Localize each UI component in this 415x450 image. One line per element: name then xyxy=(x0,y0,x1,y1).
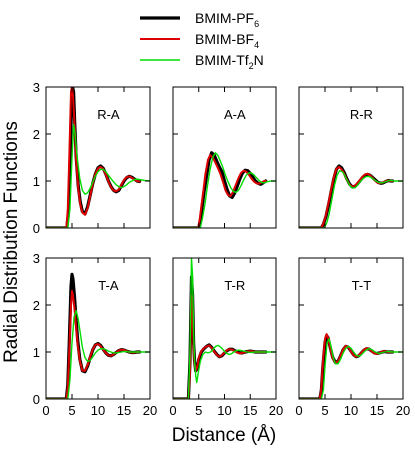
series-line-a-a-bmim-bf4 xyxy=(173,154,267,228)
series-line-r-a-bmim-pf6 xyxy=(46,87,142,228)
series-line-r-a-bmim-tf2n xyxy=(46,123,150,228)
panel-t-t-curves xyxy=(299,333,403,399)
x-tick-label-t-a-2: 10 xyxy=(91,403,105,418)
series-line-a-a-bmim-pf6 xyxy=(173,151,268,228)
legend-name-bmim-tf2n: BMIM-Tf xyxy=(195,52,249,68)
legend-item-bmim-tf2n: BMIM-Tf2N xyxy=(140,52,264,71)
series-line-t-a-bmim-pf6 xyxy=(46,272,142,399)
legend-tail-bmim-tf2n: N xyxy=(254,52,264,68)
series-line-t-a-bmim-tf2n xyxy=(46,309,150,399)
series-line-a-a-bmim-tf2n xyxy=(173,152,276,228)
panel-r-a: R-A 0 1 2 3 xyxy=(33,80,151,236)
panel-a-a: A-A xyxy=(172,86,277,229)
x-tick-label-t-a-1: 5 xyxy=(68,403,75,418)
legend-name-bmim-pf6: BMIM-PF xyxy=(195,10,254,26)
y-tick-label-t-a-1: 1 xyxy=(33,345,40,360)
panel-t-t: T-T 0 5 10 15 20 xyxy=(295,257,410,418)
legend-sub-bmim-tf2n: 2 xyxy=(249,61,254,71)
y-tick-label-r-a-1: 1 xyxy=(33,174,40,189)
y-tick-label-r-a-0: 0 xyxy=(33,221,40,236)
panel-label-a-a: A-A xyxy=(224,107,246,122)
legend-sub-bmim-pf6: 6 xyxy=(254,19,259,29)
x-tick-label-t-t-1: 5 xyxy=(321,403,328,418)
x-tick-label-t-r-2: 10 xyxy=(217,403,231,418)
panel-label-t-a: T-A xyxy=(98,278,119,293)
panel-r-r: R-R xyxy=(298,86,404,229)
legend-label-bmim-bf4: BMIM-BF4 xyxy=(195,31,259,50)
y-tick-label-t-a-0: 0 xyxy=(33,392,40,407)
panel-r-r-curves xyxy=(299,164,403,228)
y-axis-title: Radial Distribution Functions xyxy=(1,121,22,363)
series-line-t-t-bmim-tf2n xyxy=(299,338,403,399)
x-tick-label-t-r-3: 15 xyxy=(243,403,257,418)
x-tick-label-t-t-4: 20 xyxy=(396,403,410,418)
x-tick-label-t-t-2: 10 xyxy=(344,403,358,418)
series-line-t-a-bmim-bf4 xyxy=(46,289,141,399)
panel-t-a-curves xyxy=(46,272,150,399)
series-line-t-r-bmim-tf2n xyxy=(173,258,276,399)
panel-t-r-curves xyxy=(173,258,276,399)
panel-label-t-t: T-T xyxy=(352,278,372,293)
legend-name-bmim-bf4: BMIM-BF xyxy=(195,31,254,47)
x-tick-label-t-r-0: 0 xyxy=(169,403,176,418)
legend-label-bmim-tf2n: BMIM-Tf2N xyxy=(195,52,264,71)
legend-sub-bmim-bf4: 4 xyxy=(254,40,259,50)
series-line-r-a-bmim-bf4 xyxy=(46,87,141,228)
x-axis-title: Distance (Å) xyxy=(172,425,277,446)
panel-label-t-r: T-R xyxy=(224,278,245,293)
y-tick-label-r-a-2: 2 xyxy=(33,127,40,142)
x-tick-label-t-r-1: 5 xyxy=(195,403,202,418)
legend: BMIM-PF6 BMIM-BF4 BMIM-Tf2N xyxy=(140,10,264,71)
panel-t-r: T-R 0 5 10 15 20 xyxy=(169,257,283,418)
legend-item-bmim-bf4: BMIM-BF4 xyxy=(140,31,259,50)
series-line-t-t-bmim-bf4 xyxy=(299,333,394,399)
x-tick-label-t-a-3: 15 xyxy=(117,403,131,418)
x-tick-label-t-a-0: 0 xyxy=(42,403,49,418)
series-line-r-r-bmim-tf2n xyxy=(299,169,403,228)
panel-label-r-r: R-R xyxy=(350,107,373,122)
y-tick-label-t-a-3: 3 xyxy=(33,251,40,266)
panel-a-a-curves xyxy=(173,151,276,228)
y-tick-label-r-a-3: 3 xyxy=(33,80,40,95)
panel-t-a: T-A 0 5 10 15 20 0 1 2 3 xyxy=(33,251,157,418)
legend-item-bmim-pf6: BMIM-PF6 xyxy=(140,10,259,29)
x-tick-label-t-t-3: 15 xyxy=(370,403,384,418)
x-tick-label-t-a-4: 20 xyxy=(143,403,157,418)
legend-label-bmim-pf6: BMIM-PF6 xyxy=(195,10,259,29)
panel-label-r-a: R-A xyxy=(97,107,120,122)
series-line-t-r-bmim-pf6 xyxy=(173,275,268,399)
x-tick-label-t-t-0: 0 xyxy=(295,403,302,418)
series-line-t-r-bmim-bf4 xyxy=(173,294,267,399)
y-tick-label-t-a-2: 2 xyxy=(33,298,40,313)
x-tick-label-t-r-4: 20 xyxy=(269,403,283,418)
